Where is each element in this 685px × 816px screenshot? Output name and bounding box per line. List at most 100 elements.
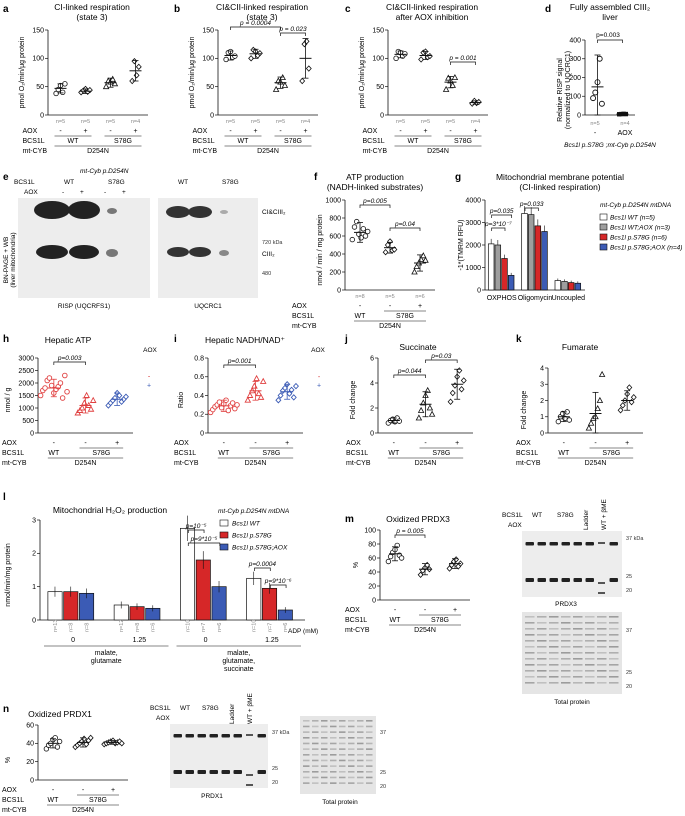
panel-j-point-2-2: [452, 382, 458, 389]
panel-e-aox-p1: +: [80, 189, 84, 196]
m-gel-lane-5-band-7: [585, 658, 595, 660]
m-blot-ladder-band-0: [598, 542, 605, 544]
m-gel-lane-1-band-2: [537, 628, 547, 630]
panel-i-row-mtcyb: mt-CYB: [174, 460, 199, 467]
panel-l-cmp-2-bracket: [254, 567, 271, 571]
panel-f-ytick-label-3: 600: [329, 233, 341, 240]
panel-f-point-2-5: [422, 256, 429, 263]
panel-m-ytick-label-4: 80: [368, 541, 376, 548]
panel-i-point-0-8: [225, 407, 231, 414]
m-gel-lane-0-band-1: [525, 622, 535, 624]
panel-l-n-0-0: n=13: [53, 620, 59, 632]
panel-j-point-2-0: [447, 398, 454, 405]
panel-h-point-1-7: [89, 396, 97, 403]
n-gel-lane-3-band-5: [330, 748, 337, 750]
panel-b-ytick-label-3: 150: [202, 27, 214, 34]
panel-h-ytick-label-0: 0: [30, 430, 34, 437]
panel-k-row-aox: AOX: [516, 440, 531, 447]
m-blot-band-upper-3: [561, 542, 570, 546]
panel-c-row-bcs1l: BCS1L: [363, 138, 385, 145]
panel-n-d254n: D254N: [72, 807, 94, 814]
panel-m-point-0-6: [398, 555, 405, 561]
panel-l-ytick-label-2: 2: [32, 551, 36, 558]
panel-a-plot: 0 50 100 150 n=5 n=5 n=5 n=4 pmol O₂/min/μg prot…: [19, 27, 148, 155]
panel-l-n-0-2: n=8: [84, 623, 90, 632]
panel-i-ytick-label-0: 0: [200, 430, 204, 437]
panel-g-xcat-1: Oligomycin: [518, 295, 553, 302]
panel-d-point-0-0: [590, 95, 597, 102]
panel-a-point-3-3: [135, 63, 142, 71]
panel-f-point-2-0: [411, 268, 418, 275]
m-gel-lane-6-band-1: [597, 622, 607, 624]
marker-480: 480: [262, 271, 271, 277]
m-blot-bcs1l: BCS1L: [502, 512, 523, 519]
panel-c-row-aox: AOX: [363, 128, 378, 135]
panel-j-wt: WT: [388, 450, 400, 457]
panel-h-aox-1: -: [84, 440, 87, 447]
panel-i-point-2-3: [281, 384, 288, 392]
n-gel-lane-1-band-4: [312, 742, 319, 745]
panel-l-cmp-0-pval: p=10⁻⁵: [185, 523, 207, 530]
m-blot-band-upper-4: [573, 542, 582, 546]
panel-i-point-1-5: [255, 389, 263, 397]
risp-band-wt-1-ciii: [36, 245, 68, 259]
panel-l-adp-2: 0: [204, 637, 208, 644]
panel-f-ytick-label-1: 200: [329, 269, 341, 276]
m-gel-lane-6-band-11: [597, 682, 607, 684]
panel-c-title-2: after AOX inhibition: [396, 12, 469, 22]
n-gel-lane-2-band-6: [321, 754, 328, 756]
n-blot-band-lower-2: [197, 770, 206, 774]
panel-n-row-bcs1l: BCS1L: [2, 797, 24, 804]
panel-h-d254n: D254N: [75, 460, 97, 467]
m-blot-prdx3: [522, 531, 622, 597]
m-gel-lane-4-band-0: [573, 616, 583, 618]
panel-h-wt: WT: [48, 450, 60, 457]
panel-j-s78g: S78G: [432, 450, 450, 457]
m-blot-bands: [525, 542, 618, 594]
panel-l-adp-3: 1.25: [265, 637, 279, 644]
panel-m-row-aox: AOX: [345, 607, 360, 614]
n-gel-lane-6-band-5: [357, 748, 364, 750]
panel-b-cmp-0-bracket: [230, 26, 281, 30]
panel-k-ylabel: Fold change: [521, 391, 528, 430]
panel-i-point-1-6: [257, 393, 265, 400]
n-gel-lane-0-band-0: [303, 720, 310, 722]
panel-f-n-0: n=8: [355, 294, 364, 300]
panel-f-cmp-1-pval: p=0.04: [394, 221, 415, 228]
panel-b-aox-3: +: [303, 128, 307, 135]
panel-c-point-0-4: [402, 51, 408, 57]
n-gel-lane-0-band-1: [303, 725, 310, 728]
n-gel-lane-7-band-1: [366, 725, 373, 728]
panel-h-row-bcs1l: BCS1L: [2, 450, 24, 457]
panel-d-n-1: n=5: [590, 121, 599, 127]
m-gel-lane-2-band-11: [549, 682, 559, 684]
panel-l-plot: 0 1 2 3 n=13 n=8 n=8 0 n=12 n=8 n=6 1.25 n=10 n=7 n=6 0…: [32, 515, 305, 673]
panel-i-ytick-label-4: 0.8: [194, 355, 204, 362]
panel-k-point-2-6: [630, 394, 637, 401]
panel-d-bracket: [597, 39, 623, 43]
panel-c-d254n: D254N: [427, 148, 449, 155]
n-gel-lane-2-band-8: [321, 765, 328, 767]
panel-i-point-2-5: [286, 390, 293, 397]
panel-a-point-2-4: [111, 80, 119, 87]
panel-g-ytick-label-1: 1000: [465, 265, 481, 272]
m-gel-lane-5-band-0: [585, 616, 595, 618]
n-gel-lane-4-band-1: [339, 725, 346, 728]
panel-d-point-0-3: [596, 55, 603, 62]
m-gel-lane-3-band-1: [561, 622, 571, 624]
n-gel-lane-7-band-0: [366, 720, 373, 722]
panel-c-cmp-0-bracket: [450, 61, 476, 65]
panel-h-point-1-3: [81, 399, 88, 406]
panel-n-point-0-4: [52, 735, 58, 741]
blot-label-uqcrc1: UQCRC1: [194, 303, 222, 310]
panel-m-aox-1: -: [424, 607, 427, 614]
risp-band-wt-2-ci: [68, 201, 100, 219]
panel-i-point-0-12: [234, 402, 240, 408]
panel-l-title: Mitochondrial H₂O₂ production: [53, 505, 168, 515]
panel-n-plot: 0 20 40 60 AOX - - + BCS1L WT S78G mt-CYB D254N: [2, 722, 128, 814]
n-gel-lane-5-band-11: [348, 782, 355, 784]
n-blot-aox: AOX: [156, 715, 170, 722]
panel-a-row-bcs1l: BCS1L: [23, 138, 45, 145]
panel-l-ytick-label-0: 0: [32, 617, 36, 624]
